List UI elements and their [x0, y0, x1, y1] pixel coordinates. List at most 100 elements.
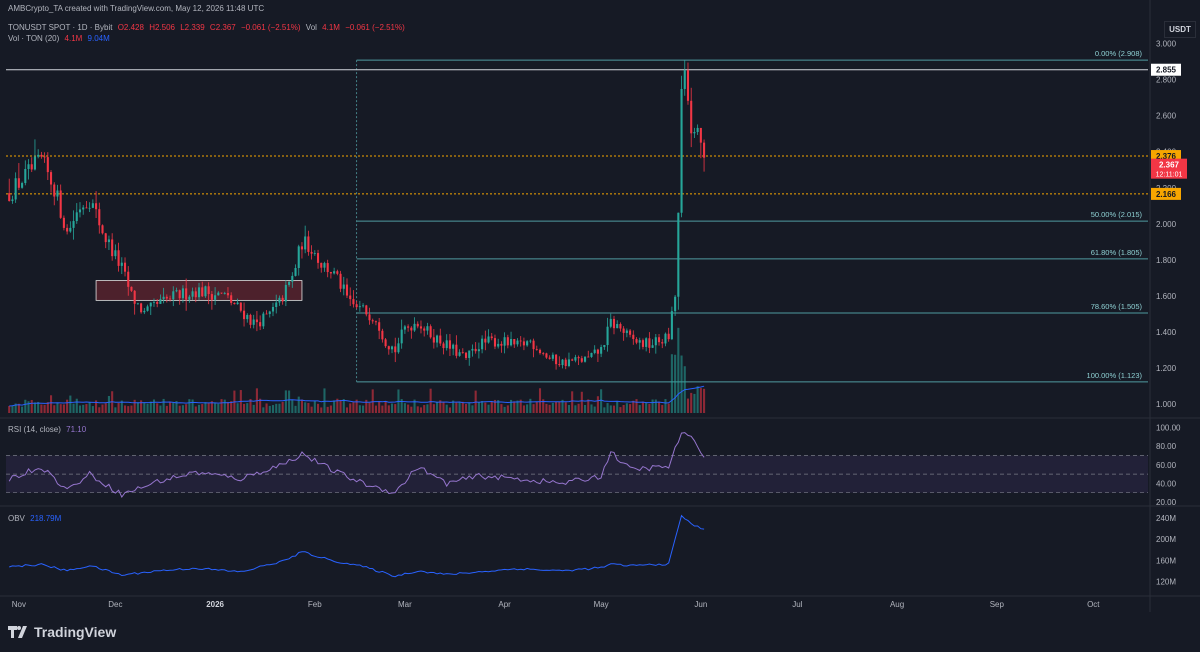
candle [320, 262, 323, 273]
candle-body [95, 203, 98, 210]
candle [275, 294, 278, 314]
candle [362, 303, 365, 308]
candle [307, 230, 310, 256]
volume-bar [169, 402, 172, 413]
candle-body [152, 301, 156, 303]
obv-label[interactable]: OBV [8, 514, 25, 523]
obv-tick-label: 200M [1156, 535, 1176, 544]
candle-body [461, 352, 464, 354]
candle [288, 281, 291, 287]
volume-bar [320, 407, 323, 413]
candle [313, 250, 316, 256]
volume-bar [178, 405, 181, 413]
candle-body [426, 326, 429, 331]
volume-bar [542, 399, 545, 413]
candle-body [88, 207, 91, 209]
candle [149, 302, 152, 315]
candle [304, 225, 307, 254]
obv-line [9, 514, 705, 578]
candle [104, 232, 107, 249]
vol-series-label[interactable]: Vol · TON (20) [8, 34, 60, 43]
volume-bar [313, 400, 316, 413]
price-tick-label: 1.000 [1156, 400, 1177, 409]
volume-bar [619, 407, 622, 413]
candle [535, 345, 538, 351]
candle [477, 342, 480, 359]
candle-body [609, 318, 612, 327]
candle-body [394, 346, 397, 353]
time-tick-label: Jun [694, 600, 707, 609]
candle [230, 292, 233, 306]
candle [619, 322, 622, 332]
volume-bar [378, 401, 381, 413]
price-level-badge-text: 2.855 [1156, 66, 1177, 75]
volume-bar [703, 388, 706, 413]
candle-body [233, 302, 236, 305]
candle-body [683, 70, 686, 89]
candle [191, 287, 194, 300]
volume-bar [532, 404, 535, 413]
candle-body [33, 156, 36, 170]
currency-badge[interactable]: USDT [1164, 21, 1196, 38]
price-level-badge [1151, 63, 1181, 76]
candle-body [143, 310, 146, 313]
candle-body [481, 338, 484, 350]
candle [140, 302, 143, 314]
candle-body [114, 250, 117, 257]
volume-bar [130, 405, 133, 413]
candle-body [471, 348, 474, 351]
candle-body [69, 227, 72, 232]
candle [98, 202, 101, 234]
volume-bar [252, 404, 255, 413]
candle [606, 317, 609, 352]
candle [464, 352, 468, 361]
candle-body [477, 349, 480, 352]
candle-body [172, 291, 175, 300]
candle [609, 313, 612, 329]
candle-body [432, 337, 435, 343]
candle [78, 202, 82, 218]
symbol-label[interactable]: TONUSDT SPOT · 1D · Bybit [8, 23, 113, 32]
volume-bar [516, 400, 519, 413]
rsi-label[interactable]: RSI (14, close) [8, 425, 61, 434]
volume-legend: Vol · TON (20) 4.1M 9.04M [8, 34, 113, 43]
candle-body [667, 333, 670, 340]
countdown-badge-text: 12:11:01 [1156, 172, 1183, 179]
chart-header: AMBCrypto_TA created with TradingView.co… [8, 4, 264, 13]
candle [246, 313, 249, 323]
candle [165, 294, 168, 303]
volume-bar [333, 400, 336, 413]
candle [625, 328, 628, 338]
candle [194, 287, 197, 303]
candle [381, 328, 384, 343]
volume-bar [468, 402, 471, 413]
volume-bar [120, 400, 123, 413]
volume-bar [95, 400, 98, 413]
candle-body [37, 154, 40, 157]
candle-body [185, 288, 188, 300]
candle [136, 302, 139, 305]
candle [46, 152, 49, 181]
candle [519, 336, 522, 347]
candle-body [381, 330, 384, 340]
candle-body [651, 345, 654, 348]
candle-body [72, 221, 75, 228]
candle-body [590, 352, 593, 357]
candle [423, 326, 426, 337]
candle-body [252, 319, 255, 325]
volume-bar [342, 399, 345, 413]
volume-bar [455, 402, 458, 413]
candle-body [262, 313, 265, 327]
candle-body [445, 340, 448, 349]
tradingview-logo[interactable]: TradingView [8, 624, 116, 640]
candle-body [130, 286, 133, 291]
candle [146, 304, 149, 312]
volume-bar [638, 405, 641, 413]
candle-body [362, 305, 365, 307]
candle-body [674, 296, 677, 312]
candle [580, 355, 583, 363]
candle-body [625, 330, 628, 333]
volume-bar [371, 389, 374, 413]
candle [661, 339, 664, 349]
candle [413, 317, 416, 332]
